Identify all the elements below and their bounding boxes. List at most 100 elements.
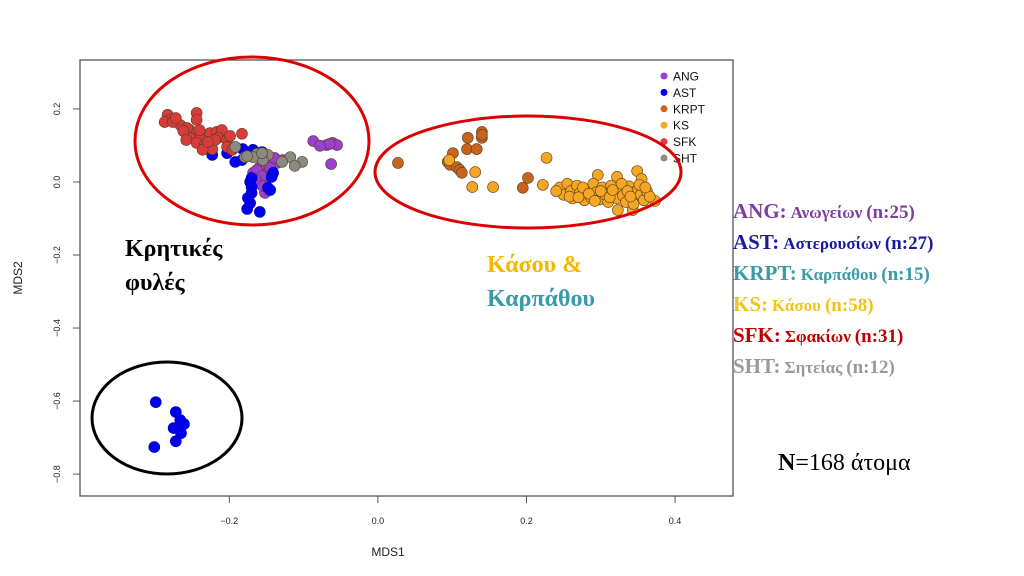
cretan-cluster-ellipse [133,55,371,227]
population-name: Αστερουσίων [783,234,881,253]
point-sfk [190,114,203,126]
point-sfk [193,124,206,136]
population-legend-item: ANG: Ανωγείων (n:25) [733,196,933,227]
legend-marker-krpt [660,105,668,113]
point-sfk [236,127,248,140]
point-ks [639,181,652,194]
point-ks [594,185,607,197]
point-sht [229,141,242,153]
point-krpt [516,182,529,194]
population-count: (n:31) [854,326,904,347]
point-krpt [392,157,404,169]
point-ast [264,184,276,196]
point-sfk [201,135,214,148]
point-ast [148,441,161,453]
point-krpt [470,143,483,155]
legend-label-krpt: KRPT [673,102,706,116]
population-code: SHT: [733,354,781,378]
point-ast [242,192,254,204]
x-axis-label: MDS1 [371,545,405,559]
point-sfk [180,134,193,146]
legend-label-ast: AST [673,86,697,100]
legend-marker-ang [660,72,668,80]
population-name: Ανωγείων [790,203,863,222]
point-sht [256,147,268,159]
point-krpt [461,131,474,144]
point-sht [288,160,301,172]
total-label: N [778,450,796,476]
y-axis-label: MDS2 [11,261,25,295]
legend-label-ks: KS [673,119,689,133]
point-ang [325,158,337,170]
population-count: (n:12) [846,357,895,378]
point-ks [624,190,637,203]
population-count: (n:27) [884,233,934,254]
point-sht [276,156,288,168]
point-krpt [456,167,468,179]
y-axis: 0.2 0.0 −0.2 −0.4 −0.6 −0.8 [52,103,80,483]
total-value: =168 άτομα [795,450,911,476]
cretan-annotation: Κρητικές φυλές [125,232,222,300]
cretan-line2: φυλές [125,270,185,296]
population-count: (n:58) [824,295,874,316]
kasos-line: Κάσου & [487,252,583,278]
point-ast [149,396,162,408]
population-name: Σφακίων [784,327,851,346]
point-ks [550,185,562,197]
point-ks [540,152,553,164]
legend-label-sfk: SFK [673,135,696,149]
population-code: KRPT: [733,261,797,285]
point-ast [241,203,253,215]
point-krpt [461,143,473,155]
y-tick-label: −0.8 [52,465,62,483]
population-code: KS: [733,292,769,316]
plot-frame [79,59,734,497]
x-axis: −0.2 0.0 0.2 0.4 [220,496,681,526]
legend-marker-ks [660,121,668,129]
point-ks [572,191,585,204]
population-legend-item: SFK: Σφακίων (n:31) [733,320,933,351]
point-ks [469,166,482,178]
x-tick-label: 0.2 [520,516,533,526]
point-ks [612,204,624,216]
population-count: (n:15) [881,264,930,285]
y-tick-label: −0.6 [52,392,62,410]
point-krpt [476,129,488,141]
point-ast [170,435,182,448]
point-ast [265,171,278,183]
point-sfk [170,112,182,124]
point-ks [606,184,619,196]
legend-label-ang: ANG [673,70,699,84]
point-ks [537,179,549,191]
point-sfk [224,130,236,142]
population-code: SFK: [733,323,781,347]
point-ast [245,172,258,184]
population-code: ANG: [733,199,787,223]
y-tick-label: 0.2 [52,103,62,116]
legend-marker-ast [660,88,668,96]
population-legend: ANG: Ανωγείων (n:25) AST: Αστερουσίων (n:… [733,196,933,382]
cretan-line1: Κρητικές [125,236,223,262]
point-ks [589,195,601,207]
population-legend-item: SHT: Σητείας (n:12) [733,351,933,382]
population-legend-item: KRPT: Καρπάθου (n:15) [733,258,933,289]
population-code: AST: [733,230,780,254]
population-count: (n:25) [866,202,915,223]
x-tick-label: −0.2 [220,516,238,526]
y-tick-label: 0.0 [52,176,62,189]
population-name: Κάσου [772,296,821,315]
data-points [148,107,661,453]
karpathos-line: Καρπάθου [487,286,595,312]
point-ks [466,181,479,193]
point-ang [314,140,326,152]
x-tick-label: 0.0 [372,516,385,526]
kasos-karpathos-annotation: Κάσου & Καρπάθου [487,248,595,316]
legend-marker-sht [660,154,668,162]
point-ks [443,154,456,166]
population-legend-item: KS: Κάσου (n:58) [733,289,933,320]
sample-total: N=168 άτομα [778,450,911,477]
x-tick-label: 0.4 [669,516,682,526]
population-name: Σητείας [784,358,843,377]
